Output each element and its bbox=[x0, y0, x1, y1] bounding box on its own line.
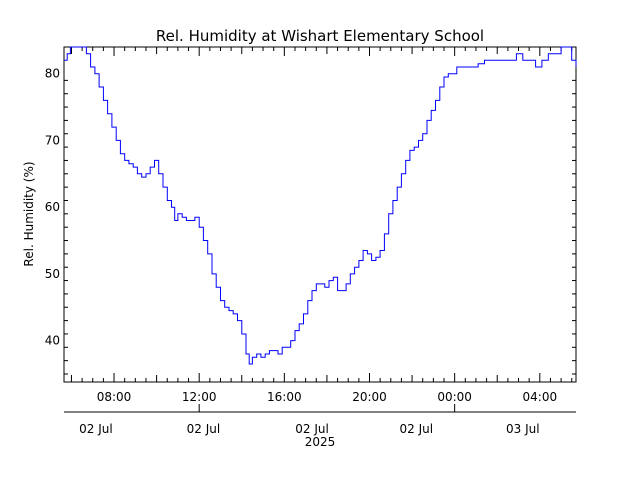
chart-title: Rel. Humidity at Wishart Elementary Scho… bbox=[156, 27, 484, 45]
date-label: 02 Jul bbox=[187, 422, 221, 436]
x-tick-label: 00:00 bbox=[437, 390, 472, 404]
date-label: 02 Jul bbox=[295, 422, 329, 436]
series-line-humidity bbox=[64, 46, 577, 365]
plot-frame bbox=[63, 46, 577, 383]
year-label: 2025 bbox=[305, 435, 336, 449]
x-tick-label: 04:00 bbox=[523, 390, 558, 404]
x-axis-ticks: 08:00 12:00 16:00 20:00 00:00 04:00 bbox=[70, 47, 573, 404]
y-tick-label: 70 bbox=[45, 133, 60, 147]
y-axis-label: Rel. Humidity (%) bbox=[22, 161, 36, 266]
x-tick-label: 12:00 bbox=[182, 390, 217, 404]
y-tick-label: 60 bbox=[45, 200, 60, 214]
y-tick-label: 40 bbox=[45, 334, 60, 348]
x-tick-label: 20:00 bbox=[352, 390, 387, 404]
date-label: 02 Jul bbox=[79, 422, 113, 436]
date-label: 03 Jul bbox=[506, 422, 540, 436]
date-axis-ticks: 02 Jul 02 Jul 02 Jul 02 Jul 03 Jul bbox=[79, 404, 540, 436]
y-axis-ticks: 40 50 60 70 80 bbox=[45, 67, 576, 375]
y-tick-label: 80 bbox=[45, 67, 60, 81]
date-label: 02 Jul bbox=[400, 422, 434, 436]
y-tick-label: 50 bbox=[45, 267, 60, 281]
x-tick-label: 16:00 bbox=[267, 390, 302, 404]
x-tick-label: 08:00 bbox=[97, 390, 132, 404]
